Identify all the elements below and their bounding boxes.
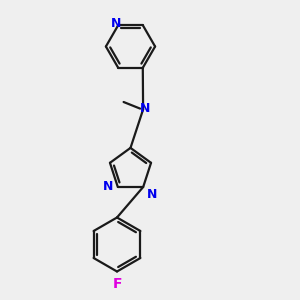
Text: N: N (140, 101, 150, 115)
Text: N: N (103, 181, 113, 194)
Text: N: N (147, 188, 157, 202)
Text: N: N (111, 17, 121, 31)
Text: F: F (112, 278, 122, 292)
